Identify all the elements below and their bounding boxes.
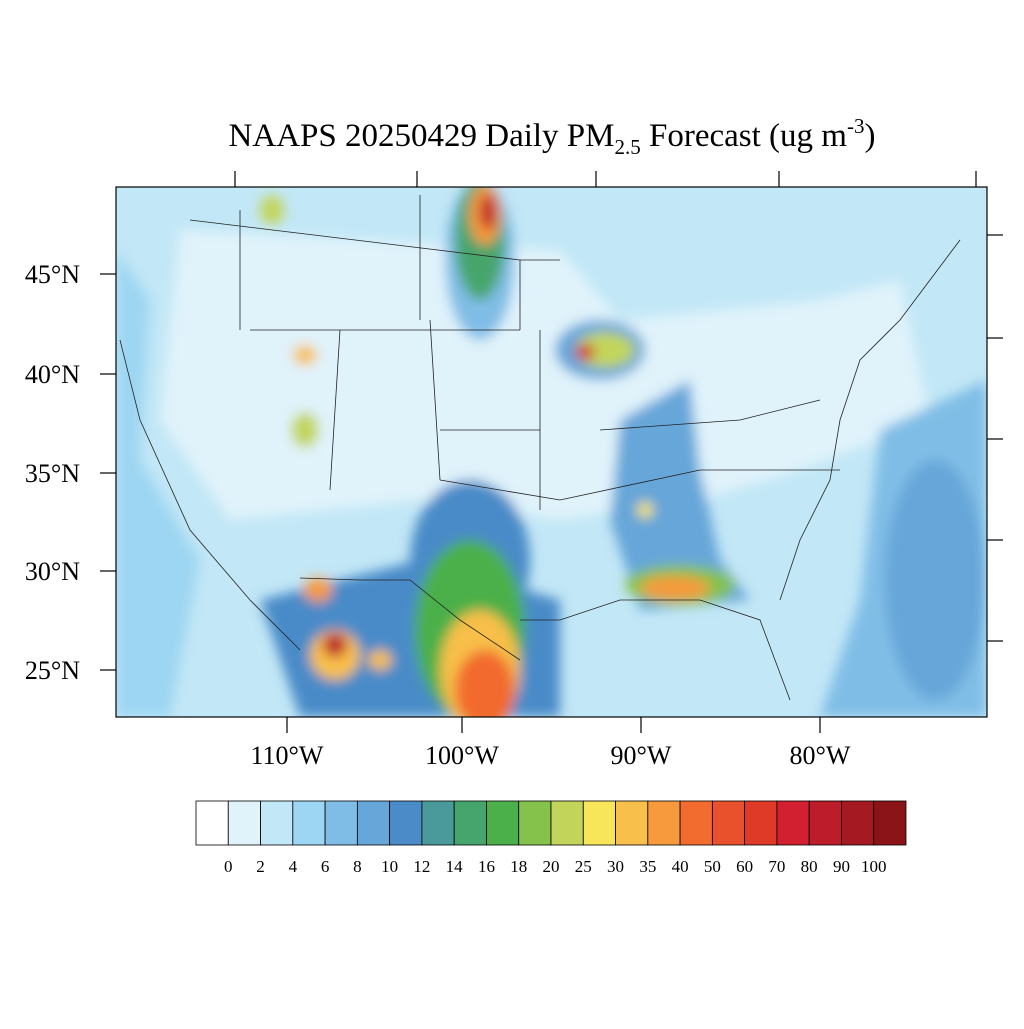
colorbar-box <box>421 800 455 846</box>
title-main: NAAPS 20250429 Daily PM <box>229 118 615 154</box>
colorbar-label: 70 <box>768 857 785 876</box>
lat-label: 45°N <box>25 260 80 289</box>
map-field <box>116 187 987 717</box>
axis-labels: 45°N 40°N 35°N 30°N 25°N 110°W 100°W 90°W 80°W <box>25 260 851 770</box>
colorbar-box <box>518 800 552 846</box>
colorbar-box <box>389 800 423 846</box>
title: NAAPS 20250429 Daily PM2.5 Forecast (ug … <box>229 114 876 159</box>
colorbar-label: 2 <box>256 857 265 876</box>
colorbar-box <box>711 800 746 846</box>
lon-label: 80°W <box>790 741 851 770</box>
frame-ticks <box>100 171 1003 733</box>
colorbar-label: 20 <box>543 857 560 876</box>
colorbar-label: 18 <box>510 857 527 876</box>
colorbar-box <box>292 800 326 846</box>
colorbar-label: 50 <box>704 857 721 876</box>
colorbar-label: 30 <box>607 857 624 876</box>
colorbar-box <box>744 800 778 846</box>
colorbar-box <box>873 800 907 846</box>
colorbar-box <box>647 800 681 846</box>
concentration-field <box>116 187 987 717</box>
title-end: ) <box>864 118 875 154</box>
lat-label: 25°N <box>25 656 80 685</box>
colorbar-box <box>550 800 584 846</box>
colorbar-label: 16 <box>478 857 495 876</box>
lon-label: 110°W <box>251 741 324 770</box>
colorbar-label: 80 <box>801 857 818 876</box>
colorbar-box <box>841 800 875 846</box>
colorbar-box <box>615 800 649 846</box>
colorbar-box <box>227 800 261 846</box>
title-subscript: 2.5 <box>615 135 641 159</box>
lat-label: 35°N <box>25 459 80 488</box>
colorbar-label: 6 <box>321 857 330 876</box>
colorbar: 0 2 4 6 8 10 12 14 16 18 20 25 30 35 40 50 60 70 80 90 100 <box>195 800 907 876</box>
colorbar-label: 25 <box>575 857 592 876</box>
lat-label: 40°N <box>25 360 80 389</box>
colorbar-label: 100 <box>861 857 887 876</box>
colorbar-box <box>324 800 358 846</box>
lon-label: 90°W <box>611 741 672 770</box>
map-outlines <box>119 195 961 701</box>
lat-label: 30°N <box>25 557 80 586</box>
colorbar-box <box>453 800 487 846</box>
colorbar-label: 35 <box>639 857 656 876</box>
colorbar-label: 90 <box>833 857 850 876</box>
title-superscript: -3 <box>847 114 865 138</box>
lon-label: 100°W <box>425 741 499 770</box>
title-after: Forecast (ug m <box>641 118 848 154</box>
colorbar-label: 40 <box>672 857 689 876</box>
colorbar-box <box>486 800 520 846</box>
colorbar-box <box>260 800 294 846</box>
colorbar-label: 14 <box>446 857 464 876</box>
colorbar-label: 12 <box>413 857 430 876</box>
colorbar-box <box>356 800 391 846</box>
colorbar-label: 4 <box>289 857 298 876</box>
colorbar-label: 0 <box>224 857 233 876</box>
map-frame <box>115 186 988 718</box>
colorbar-box <box>582 800 616 846</box>
colorbar-box <box>195 800 229 846</box>
colorbar-box <box>679 800 713 846</box>
colorbar-box <box>776 800 810 846</box>
colorbar-label: 8 <box>353 857 362 876</box>
colorbar-box <box>808 800 842 846</box>
colorbar-label: 60 <box>736 857 753 876</box>
colorbar-label: 10 <box>381 857 398 876</box>
